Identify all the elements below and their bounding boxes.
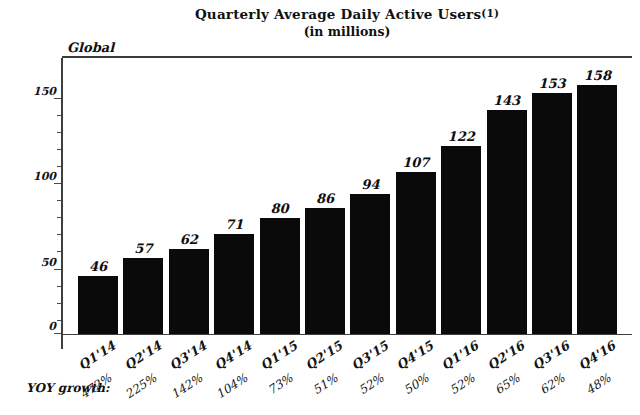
bar [396, 172, 436, 334]
y-axis-tick-label: 0 [28, 320, 56, 333]
bar [441, 146, 481, 334]
bar [260, 218, 300, 334]
yoy-growth-value: 48% [583, 371, 613, 397]
bar [577, 85, 617, 334]
y-axis-minor-tick [57, 149, 61, 150]
bar-value-label: 46 [73, 259, 123, 274]
y-axis-minor-tick [57, 166, 61, 167]
y-axis-major-tick [54, 269, 61, 270]
bar-value-label: 71 [209, 217, 259, 232]
x-axis-tick-label: Q1'14 [76, 338, 118, 373]
bar-value-label: 143 [482, 93, 532, 108]
bar-value-label: 107 [391, 155, 441, 170]
y-axis-major-tick [54, 183, 61, 184]
yoy-growth-value: 50% [401, 371, 431, 397]
x-axis-tick-label: Q1'15 [257, 338, 299, 373]
bar [305, 208, 345, 334]
y-axis-tick-label: 150 [28, 85, 56, 98]
x-axis-tick-label: Q3'14 [167, 338, 209, 373]
bar-value-label: 62 [164, 232, 214, 247]
y-axis-minor-tick [57, 303, 61, 304]
region-label: Global [67, 40, 114, 55]
bar-value-label: 57 [118, 241, 168, 256]
bar [123, 258, 163, 334]
bar-value-label: 122 [436, 129, 486, 144]
chart-title-block: Quarterly Average Daily Active Users(1) … [62, 6, 632, 39]
bar [532, 93, 572, 334]
yoy-growth-value: 142% [168, 371, 204, 401]
chart-subtitle: (in millions) [62, 24, 632, 39]
y-axis-major-tick [54, 333, 61, 334]
chart-page: Quarterly Average Daily Active Users(1) … [0, 0, 640, 415]
yoy-growth-value: 52% [447, 371, 477, 397]
x-axis-tick-label: Q2'16 [484, 338, 526, 373]
bar-value-label: 80 [255, 201, 305, 216]
y-axis-minor-tick [57, 200, 61, 201]
bar-value-label: 158 [572, 68, 622, 83]
x-axis-tick-label: Q4'16 [575, 338, 617, 373]
x-axis-tick-label: Q4'15 [394, 338, 436, 373]
yoy-growth-value: 65% [492, 371, 522, 397]
y-axis-minor-tick [57, 320, 61, 321]
x-axis-tick-label: Q4'14 [212, 338, 254, 373]
bar [350, 194, 390, 334]
y-axis-tick-label: 50 [28, 256, 56, 269]
yoy-growth-value: 225% [123, 371, 159, 401]
bar-value-label: 153 [527, 76, 577, 91]
bar [487, 110, 527, 334]
y-axis-line [61, 58, 63, 349]
y-axis-minor-tick [57, 286, 61, 287]
bar-value-label: 86 [300, 191, 350, 206]
y-axis-minor-tick [57, 251, 61, 252]
x-axis-tick-label: Q2'14 [121, 338, 163, 373]
x-axis-tick-label: Q3'16 [530, 338, 572, 373]
x-axis-tick-label: Q2'15 [303, 338, 345, 373]
bar [78, 276, 118, 334]
chart-title-footnote-marker: (1) [481, 7, 499, 19]
yoy-growth-value: 104% [213, 371, 249, 401]
yoy-growth-value: 62% [538, 371, 568, 397]
plot-area: 050100150 46576271808694107122143153158 [62, 56, 632, 335]
chart-title-text: Quarterly Average Daily Active Users [195, 6, 481, 22]
y-axis-minor-tick [57, 234, 61, 235]
y-axis-major-tick [54, 98, 61, 99]
y-axis-minor-tick [57, 115, 61, 116]
bar [169, 249, 209, 334]
yoy-growth-value: 52% [356, 371, 386, 397]
y-axis-minor-tick [57, 132, 61, 133]
yoy-growth-value: 51% [311, 371, 341, 397]
bar-value-label: 94 [345, 177, 395, 192]
yoy-growth-value: 73% [265, 371, 295, 397]
chart-title: Quarterly Average Daily Active Users(1) [62, 6, 632, 22]
y-axis-minor-tick [57, 217, 61, 218]
bar [214, 234, 254, 334]
yoy-growth-value: 472% [77, 371, 113, 401]
x-axis-tick-label: Q1'16 [439, 338, 481, 373]
x-axis-tick-label: Q3'15 [348, 338, 390, 373]
y-axis-tick-label: 100 [28, 170, 56, 183]
